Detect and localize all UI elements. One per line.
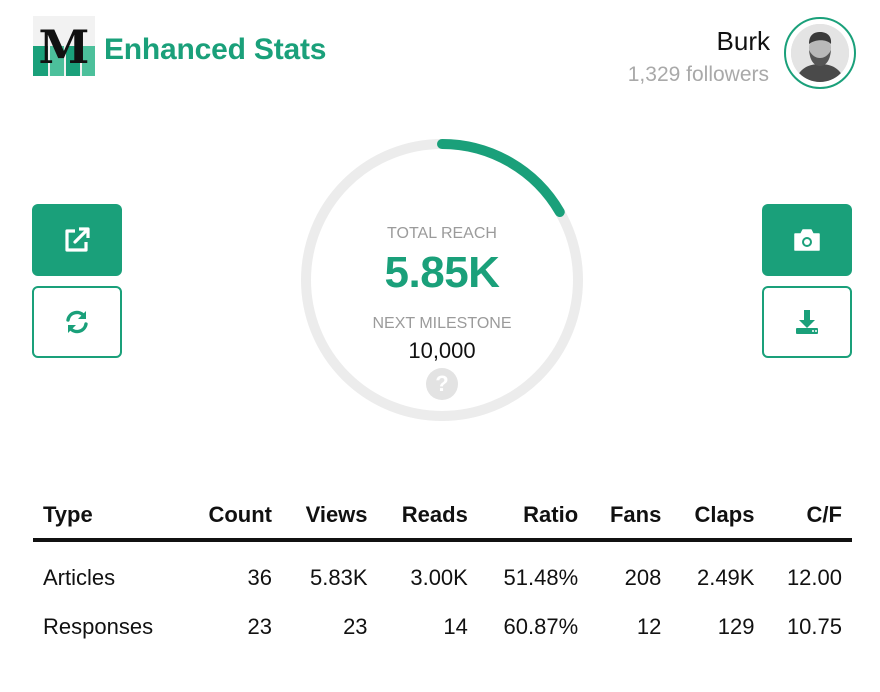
table-cell: Articles <box>43 565 116 590</box>
download-button[interactable] <box>762 286 852 358</box>
column-header[interactable]: Ratio <box>477 496 589 542</box>
app-title: Enhanced Stats <box>104 33 327 66</box>
next-milestone-value: 10,000 <box>408 338 476 363</box>
column-header[interactable]: C/F <box>764 496 852 542</box>
column-header[interactable]: Fans <box>588 496 672 542</box>
screenshot-button[interactable] <box>762 204 852 276</box>
table-cell: 208 <box>624 565 662 590</box>
table-cell: 51.48% <box>503 565 579 590</box>
table-row: Articles 36 5.83K 3.00K 51.48% 208 2.49K… <box>33 540 852 602</box>
table-cell: 129 <box>717 614 755 639</box>
column-header[interactable]: Claps <box>671 496 765 542</box>
table-cell: 14 <box>443 614 468 639</box>
table-cell: 12 <box>636 614 662 639</box>
stats-table: Type Count Views Reads Ratio Fans Claps … <box>33 496 852 652</box>
reach-gauge <box>301 139 583 421</box>
avatar-photo <box>791 24 849 82</box>
total-reach-label: TOTAL REACH <box>387 225 497 242</box>
user-name: Burk <box>716 26 770 56</box>
logo-letter: M <box>39 20 90 74</box>
gauge-progress-arc <box>437 139 565 217</box>
refresh-button[interactable] <box>32 286 122 358</box>
total-reach-value: 5.85K <box>384 248 500 297</box>
table-header-row: Type Count Views Reads Ratio Fans Claps … <box>33 496 852 542</box>
table-cell: 12.00 <box>786 565 842 590</box>
avatar[interactable] <box>784 17 856 89</box>
open-stats-button[interactable] <box>32 204 122 276</box>
column-header[interactable]: Count <box>184 496 282 542</box>
next-milestone-label: NEXT MILESTONE <box>372 315 512 332</box>
camera-icon <box>794 229 820 251</box>
table-cell: 2.49K <box>696 565 755 590</box>
table-cell: 60.87% <box>503 614 579 639</box>
table-cell: 23 <box>247 614 272 639</box>
table-cell: 23 <box>343 614 368 639</box>
external-link-icon <box>65 227 90 252</box>
column-header[interactable]: Reads <box>377 496 478 542</box>
table-cell: 5.83K <box>310 565 368 590</box>
column-header[interactable]: Views <box>281 496 378 542</box>
refresh-icon <box>66 310 88 334</box>
table-cell: 3.00K <box>410 565 468 590</box>
table-cell: 36 <box>247 565 272 590</box>
gauge-readout: TOTAL REACH 5.85K NEXT MILESTONE 10,000 … <box>300 138 584 422</box>
table-cell: 10.75 <box>786 614 842 639</box>
help-icon[interactable]: ? <box>426 368 458 400</box>
download-icon <box>796 310 818 334</box>
column-header[interactable]: Type <box>33 496 185 542</box>
table-cell: Responses <box>43 614 154 639</box>
follower-count: 1,329 followers <box>627 63 769 86</box>
table-row: Responses 23 23 14 60.87% 12 129 10.75 <box>33 602 852 652</box>
medium-logo: M <box>33 16 95 76</box>
